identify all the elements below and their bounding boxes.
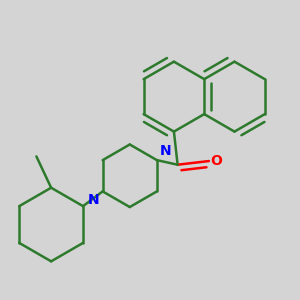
Text: N: N: [160, 144, 171, 158]
Text: N: N: [88, 193, 100, 207]
Text: O: O: [211, 154, 223, 168]
